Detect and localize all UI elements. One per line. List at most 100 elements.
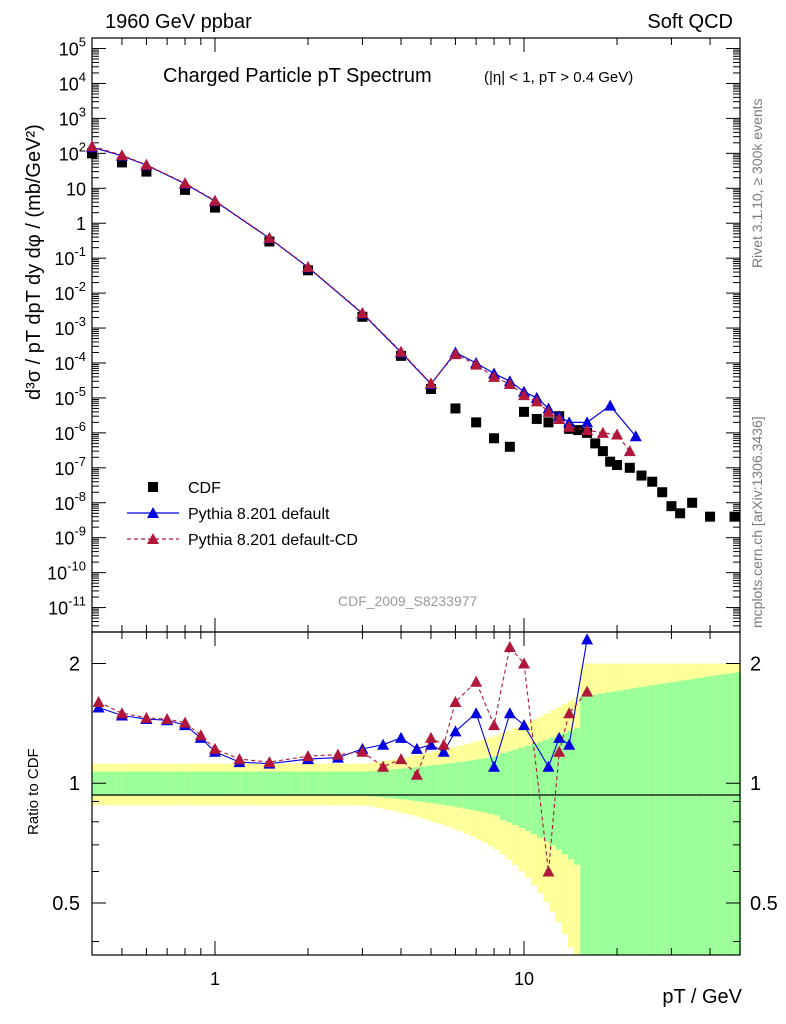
- ratio-inner-band: [499, 753, 507, 820]
- main-y-tick-label: 10-4: [54, 349, 86, 374]
- cdf-data-point: [489, 433, 500, 444]
- ratio-inner-band: [227, 771, 235, 796]
- pythia-data-point: [553, 412, 566, 424]
- ratio-data-point: [331, 748, 344, 760]
- ratio-inner-band: [413, 767, 420, 802]
- ratio-inner-band: [462, 761, 470, 809]
- ratio-data-point: [542, 760, 555, 772]
- ratio-inner-band: [518, 747, 525, 828]
- ratio-inner-band: [425, 765, 432, 803]
- cdf-data-point: [590, 438, 601, 449]
- ratio-inner-band: [265, 771, 272, 796]
- pythia-data-point: [356, 306, 369, 318]
- ratio-data-point: [302, 750, 314, 762]
- pythia-data-point: [302, 260, 314, 272]
- pythia-data-point: [518, 389, 530, 401]
- ratio-inner-band: [129, 771, 136, 796]
- ratio-data-point: [395, 731, 408, 743]
- pythia-data-point: [581, 416, 594, 428]
- ratio-inner-band: [221, 771, 228, 796]
- ratio-inner-band: [110, 771, 117, 796]
- ratio-data-point: [542, 865, 555, 877]
- ratio-inner-band: [734, 672, 741, 955]
- ratio-data-point: [424, 738, 437, 750]
- cdf-data-point: [687, 497, 698, 508]
- ratio-inner-band: [672, 681, 680, 955]
- ratio-inner-band: [345, 771, 352, 796]
- ratio-data-point: [410, 742, 423, 754]
- ratio-data-point: [449, 696, 462, 708]
- cdf-data-point: [209, 202, 220, 213]
- ratio-inner-band: [351, 771, 358, 796]
- ratio-inner-band: [302, 771, 309, 796]
- ratio-inner-band: [308, 771, 315, 796]
- ratio-data-point: [179, 716, 192, 728]
- ratio-inner-band: [512, 749, 519, 826]
- main-series-line: [91, 146, 637, 437]
- pythia-data-point: [86, 140, 98, 152]
- main-y-tick-label: 10-5: [54, 384, 86, 409]
- ratio-inner-band: [104, 771, 111, 796]
- pythia-data-point: [115, 149, 128, 161]
- ratio-data-point: [208, 742, 221, 754]
- ratio-inner-band: [728, 673, 735, 955]
- pythia-data-point: [503, 378, 516, 390]
- ratio-data-point: [563, 738, 576, 750]
- main-panel: 10510410310210110-110-210-310-410-510-61…: [23, 35, 741, 633]
- cdf-data-point: [624, 462, 635, 473]
- ratio-inner-band: [635, 687, 643, 955]
- main-x-ticks: [91, 38, 741, 632]
- ratio-data-point: [115, 707, 128, 719]
- pythia-data-point: [563, 420, 576, 432]
- pythia-data-point: [449, 348, 462, 360]
- pythia-data-point: [488, 370, 501, 382]
- main-y-tick-label: 104: [59, 69, 86, 94]
- ratio-data-point: [553, 731, 566, 743]
- pythia-data-point: [424, 377, 437, 389]
- ratio-data-point: [410, 768, 423, 780]
- ratio-inner-band: [629, 688, 636, 955]
- main-y-tick-label: 10-2: [54, 279, 86, 304]
- legend-label: Pythia 8.201 default: [188, 506, 330, 523]
- cdf-data-point: [87, 148, 97, 159]
- main-y-tick-label: 10-10: [47, 559, 86, 584]
- ratio-inner-band: [574, 728, 581, 865]
- main-y-tick-label: 10-1: [54, 244, 86, 269]
- cdf-data-point: [116, 157, 127, 168]
- ratio-inner-band: [370, 770, 377, 797]
- ratio-x-ticks: 1 10: [91, 632, 741, 989]
- ratio-inner-band: [382, 769, 389, 798]
- ratio-inner-band: [116, 771, 123, 796]
- ratio-data-point: [140, 711, 153, 723]
- x-tick-label: 10: [514, 969, 534, 989]
- ratio-y-axis-label: Ratio to CDF: [25, 748, 42, 835]
- ratio-inner-band: [197, 771, 204, 796]
- ratio-inner-band: [611, 691, 618, 955]
- ratio-inner-band: [122, 771, 130, 796]
- ratio-inner-band: [703, 676, 711, 955]
- pythia-data-point: [263, 231, 276, 243]
- ratio-inner-band: [431, 765, 439, 804]
- ratio-data-point: [263, 756, 276, 768]
- legend-marker-square: [148, 482, 158, 492]
- ratio-data-point: [518, 657, 530, 669]
- ratio-uncertainty-bands: [92, 663, 741, 955]
- ratio-inner-band: [166, 771, 173, 796]
- main-y-axis-label: d³σ / pT dpT dy dφ / (mb/GeV²): [23, 124, 45, 400]
- main-y-tick-label: 10-8: [54, 489, 86, 514]
- ratio-data-point: [488, 719, 501, 731]
- pythia-data-point: [581, 424, 594, 436]
- pythia-data-point: [470, 358, 483, 370]
- ratio-inner-band: [339, 771, 346, 796]
- ratio-data-point: [581, 685, 594, 697]
- pythia-data-point: [208, 194, 221, 206]
- cdf-data-point: [657, 487, 668, 498]
- ratio-data-point: [563, 707, 576, 719]
- ratio-inner-band: [592, 694, 599, 955]
- ratio-data-point: [377, 738, 390, 750]
- ratio-inner-band: [209, 771, 216, 796]
- ratio-inner-band: [561, 733, 568, 855]
- cdf-data-point: [597, 446, 608, 457]
- ratio-y-tick-label: 2: [69, 653, 80, 675]
- ratio-inner-band: [258, 771, 266, 796]
